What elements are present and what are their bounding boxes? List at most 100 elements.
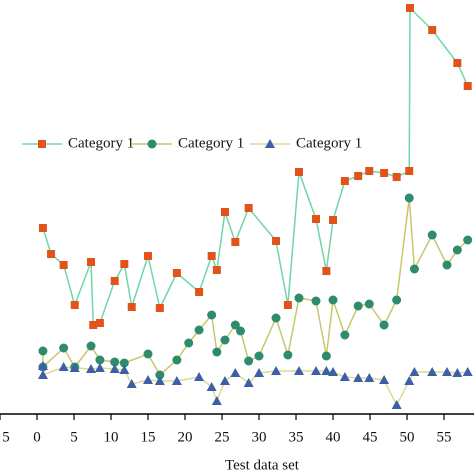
marker [194, 325, 204, 335]
marker [364, 373, 375, 382]
marker [119, 358, 129, 368]
marker [154, 376, 165, 385]
marker [194, 372, 205, 381]
marker [463, 235, 473, 245]
marker [340, 330, 350, 340]
marker [220, 335, 230, 345]
legend-label: Category 1 [68, 135, 134, 151]
marker [379, 375, 390, 384]
marker [328, 367, 339, 376]
marker [172, 355, 182, 365]
marker [70, 301, 79, 309]
marker [271, 313, 281, 323]
marker [143, 349, 153, 359]
marker [184, 338, 194, 348]
marker [236, 326, 246, 336]
marker [329, 216, 338, 224]
marker [110, 277, 119, 285]
marker [95, 355, 105, 365]
marker [353, 301, 363, 311]
marker [110, 357, 120, 367]
marker [230, 368, 241, 377]
marker [441, 367, 452, 376]
marker [119, 365, 130, 374]
marker [59, 343, 69, 353]
legend-label: Category 1 [178, 135, 244, 151]
marker [392, 295, 402, 305]
marker [38, 224, 47, 232]
marker [143, 375, 154, 384]
marker [283, 350, 293, 360]
x-tick-label: 30 [252, 429, 267, 445]
marker [59, 261, 68, 269]
marker [231, 238, 240, 246]
marker [37, 361, 48, 370]
marker [452, 368, 463, 377]
marker [427, 367, 438, 376]
marker [95, 319, 104, 327]
marker [272, 237, 281, 245]
marker [38, 140, 46, 148]
marker [94, 363, 105, 372]
marker [409, 367, 420, 376]
marker [86, 364, 97, 373]
legend-label: Category 1 [296, 135, 362, 151]
marker [220, 208, 229, 216]
marker [321, 351, 331, 361]
marker [380, 169, 389, 177]
marker [365, 167, 374, 175]
marker [293, 366, 304, 375]
x-tick-label: 40 [326, 429, 341, 445]
marker [353, 373, 364, 382]
marker [265, 139, 275, 148]
marker [328, 295, 338, 305]
marker [155, 304, 164, 312]
x-tick-label: 5 [2, 429, 10, 445]
marker [391, 400, 402, 409]
marker [219, 376, 230, 385]
marker [392, 173, 401, 181]
marker [147, 139, 157, 149]
marker [127, 303, 136, 311]
marker [311, 366, 321, 375]
marker [271, 366, 282, 375]
marker [453, 59, 462, 67]
x-tick-label: 10 [104, 429, 119, 445]
marker [212, 266, 221, 274]
x-tick-label: 0 [33, 429, 41, 445]
marker [405, 167, 414, 175]
marker [212, 347, 222, 357]
x-tick-label: 20 [178, 429, 193, 445]
marker [404, 193, 414, 203]
marker [427, 230, 437, 240]
marker [340, 177, 349, 185]
marker [339, 372, 350, 381]
marker [37, 370, 48, 379]
marker [254, 351, 264, 361]
marker [86, 341, 96, 351]
marker [463, 82, 472, 90]
marker [354, 172, 363, 180]
marker [89, 321, 98, 329]
x-tick-label: 15 [141, 429, 156, 445]
x-axis-title: Test data set [225, 457, 300, 473]
marker [312, 215, 320, 223]
marker [404, 376, 415, 385]
marker [283, 301, 292, 309]
series-line [42, 197, 469, 377]
marker [379, 320, 389, 330]
marker [87, 258, 96, 266]
marker [144, 252, 153, 260]
x-tick-label: 25 [215, 429, 230, 445]
marker [294, 168, 303, 176]
marker [364, 299, 374, 309]
marker [206, 382, 217, 391]
marker [322, 267, 331, 275]
marker [254, 368, 265, 377]
marker [428, 26, 437, 34]
marker [244, 356, 254, 366]
x-tick-label: 35 [289, 429, 304, 445]
marker [321, 366, 332, 375]
